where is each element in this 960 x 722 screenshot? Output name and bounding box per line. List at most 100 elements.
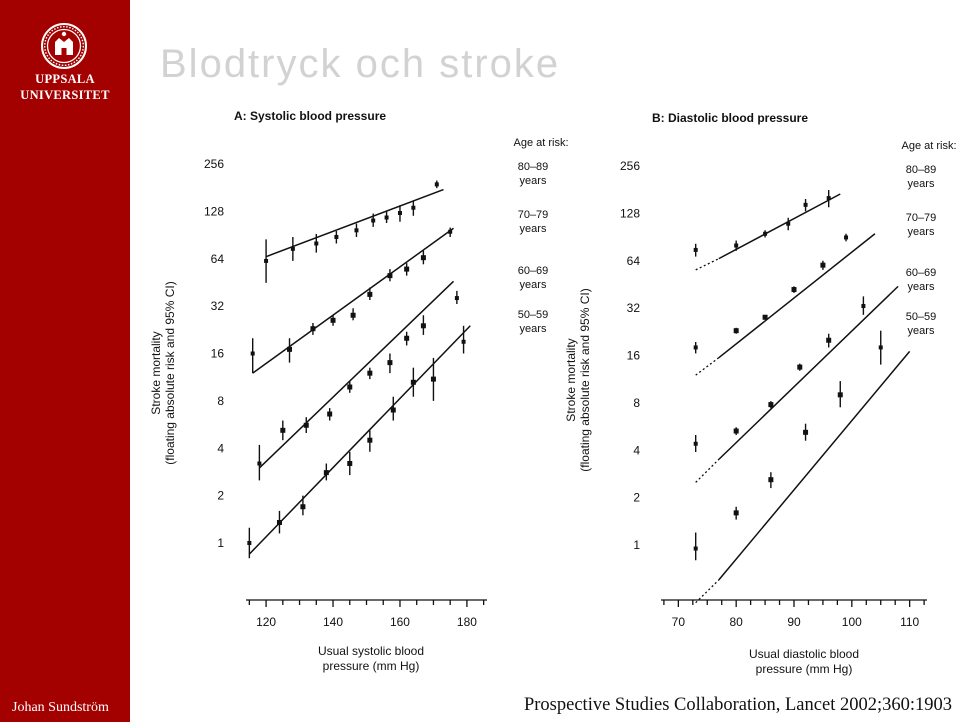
- data-point: [367, 291, 373, 297]
- legend-label-unit: years: [520, 175, 547, 187]
- legend-label-unit: years: [908, 178, 935, 190]
- legend-label-unit: years: [520, 279, 547, 291]
- x-tick-label: 100: [842, 615, 862, 629]
- legend-label: 70–79: [906, 212, 937, 224]
- data-point: [826, 196, 831, 201]
- data-point: [367, 370, 373, 376]
- data-point: [303, 422, 309, 428]
- data-point: [247, 541, 252, 545]
- data-point: [390, 407, 396, 413]
- x-tick-label: 140: [323, 615, 343, 629]
- data-point: [314, 241, 319, 246]
- legend-title: Age at risk:: [901, 140, 956, 152]
- legend-label: 50–59: [906, 311, 937, 323]
- data-point: [387, 360, 393, 366]
- x-tick-label: 180: [457, 615, 477, 629]
- y-tick-label: 128: [620, 206, 640, 220]
- y-axis-label-line-1: Stroke mortality: [149, 331, 163, 414]
- data-point: [387, 273, 393, 279]
- data-point: [434, 182, 439, 187]
- data-point: [763, 231, 768, 236]
- fit-line: [718, 285, 899, 460]
- data-point: [693, 546, 698, 551]
- data-point: [330, 317, 336, 323]
- panel-b-diastolic: B: Diastolic blood pressure 1 2 4 8 16 32 64 128…: [564, 111, 957, 676]
- legend-label-unit: years: [908, 281, 935, 293]
- x-tick-label: 110: [900, 615, 919, 629]
- data-point: [448, 229, 453, 234]
- y-tick-label: 128: [204, 204, 224, 218]
- data-point: [768, 477, 774, 483]
- data-point: [693, 247, 698, 252]
- y-tick-label: 2: [217, 489, 224, 503]
- legend-label-unit: years: [520, 323, 547, 335]
- x-tick-label: 160: [390, 615, 410, 629]
- data-point: [461, 339, 466, 344]
- y-tick-label: 16: [627, 349, 641, 363]
- fit-line: [718, 193, 841, 260]
- data-point: [733, 328, 739, 334]
- data-point: [803, 202, 808, 207]
- legend-title: Age at risk:: [513, 137, 568, 149]
- legend-label-unit: years: [908, 325, 935, 337]
- series-1: [250, 227, 454, 374]
- y-axis-label-line-1: Stroke mortality: [564, 338, 578, 421]
- series-0: [264, 180, 444, 283]
- citation: Prospective Studies Collaboration, Lance…: [523, 695, 952, 715]
- data-point: [454, 296, 459, 301]
- legend-label-unit: years: [520, 223, 547, 235]
- data-point: [410, 379, 416, 385]
- data-point: [733, 428, 739, 434]
- university-seal-icon: [41, 23, 87, 69]
- data-point: [300, 504, 306, 510]
- panel-title: B: Diastolic blood pressure: [652, 111, 808, 125]
- data-point: [334, 234, 339, 239]
- data-point: [820, 262, 826, 268]
- data-point: [803, 429, 809, 435]
- x-axis-label-line-1: Usual diastolic blood: [749, 647, 859, 661]
- university-name-line-1: UPPSALA: [35, 72, 95, 86]
- legend-label: 80–89: [518, 161, 549, 173]
- data-point: [411, 205, 416, 210]
- data-point: [384, 215, 389, 220]
- y-tick-label: 4: [633, 443, 640, 457]
- fit-line-extension: [695, 579, 720, 604]
- y-tick-label: 8: [633, 396, 640, 410]
- data-point: [323, 470, 329, 476]
- y-tick-label: 16: [211, 347, 225, 361]
- author-name: Johan Sundström: [12, 700, 109, 715]
- y-tick-label: 64: [211, 252, 225, 266]
- data-point: [420, 255, 426, 261]
- data-point: [762, 314, 768, 320]
- data-point: [347, 384, 353, 390]
- data-point: [404, 335, 410, 341]
- y-axis-label-line-2: (floating absolute risk and 95% CI): [578, 288, 592, 471]
- y-tick-label: 4: [217, 441, 224, 455]
- fit-line: [718, 233, 876, 359]
- data-point: [837, 392, 843, 398]
- fit-line-extension: [695, 357, 720, 376]
- data-point: [404, 266, 410, 272]
- fit-line: [258, 280, 455, 469]
- x-axis-label-line-2: pressure (mm Hg): [323, 659, 420, 673]
- data-point: [350, 312, 356, 318]
- y-tick-label: 1: [633, 538, 640, 552]
- slide-title: Blodtryck och stroke: [160, 42, 561, 86]
- data-point: [797, 364, 803, 370]
- y-tick-label: 8: [217, 394, 224, 408]
- data-point: [826, 337, 832, 343]
- data-point: [257, 461, 262, 466]
- y-tick-label: 32: [627, 301, 641, 315]
- data-point: [878, 345, 883, 350]
- data-point: [420, 323, 426, 329]
- y-axis-label-line-2: (floating absolute risk and 95% CI): [163, 281, 177, 464]
- x-tick-label: 90: [787, 615, 801, 629]
- y-tick-label: 32: [211, 299, 225, 313]
- data-point: [276, 519, 282, 525]
- fit-line-extension: [695, 458, 720, 483]
- data-point: [693, 441, 698, 446]
- data-point: [861, 304, 866, 309]
- legend-label-unit: years: [908, 226, 935, 238]
- data-point: [430, 376, 436, 382]
